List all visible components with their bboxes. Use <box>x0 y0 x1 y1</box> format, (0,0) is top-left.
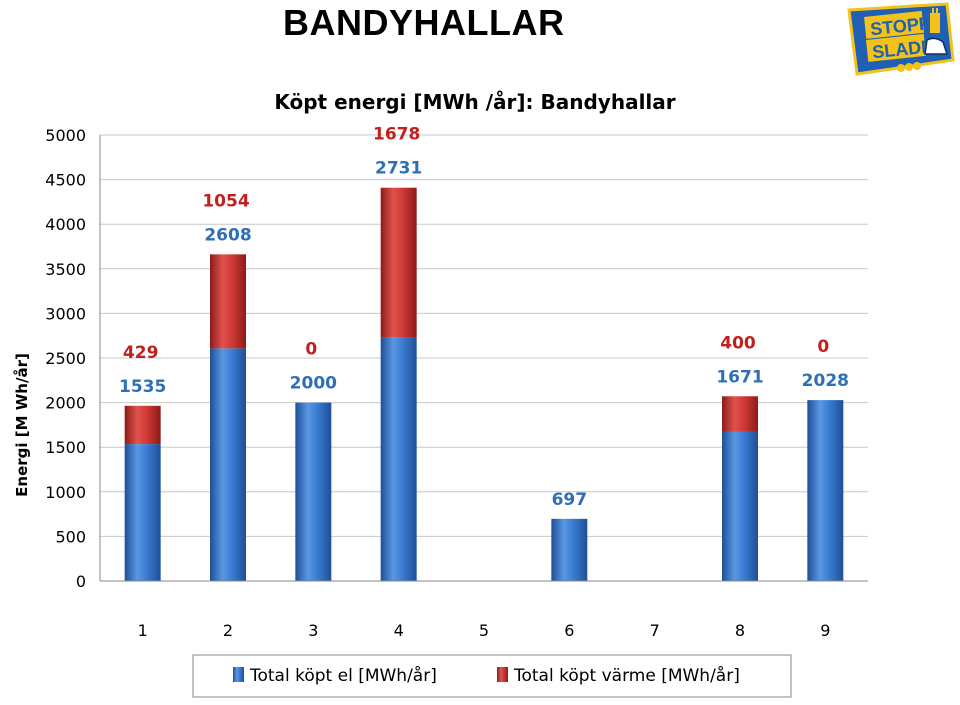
legend-box <box>192 654 792 698</box>
data-label-el-4: 2731 <box>375 159 422 179</box>
data-label-el-6: 697 <box>552 490 588 510</box>
y-tick-label: 1500 <box>45 438 86 457</box>
skate-icon <box>924 37 949 55</box>
data-label-el-9: 2028 <box>802 371 849 391</box>
y-tick-label: 0 <box>76 572 86 591</box>
y-tick-label: 500 <box>55 527 86 546</box>
x-tick-label: 9 <box>820 621 830 640</box>
energy-bar-chart: Köpt energi [MWh /år]: Bandyhallar Energ… <box>13 90 868 698</box>
y-axis-label: Energi [M Wh/år] <box>13 353 31 497</box>
data-label-heat-3: 0 <box>305 340 317 360</box>
y-tick-label: 5000 <box>45 126 86 145</box>
bar-el-4 <box>380 337 417 581</box>
stopp-sladd-logo: STOPP SLADD <box>847 2 955 76</box>
legend-swatch-heat <box>497 667 508 682</box>
y-tick-label: 2500 <box>45 349 86 368</box>
x-tick-label: 4 <box>394 621 404 640</box>
y-tick-label: 3000 <box>45 304 86 323</box>
chart-title: Köpt energi [MWh /år]: Bandyhallar <box>274 90 675 114</box>
y-tick-label: 2000 <box>45 394 86 413</box>
plug-icon <box>930 8 940 33</box>
bar-el-8 <box>722 431 758 581</box>
slide-title: BANDYHALLAR <box>283 2 565 43</box>
data-label-heat-1: 429 <box>123 343 159 363</box>
data-label-heat-4: 1678 <box>373 125 420 145</box>
x-tick-label: 7 <box>650 621 660 640</box>
x-tick-label: 1 <box>138 621 148 640</box>
bar-el-2 <box>210 348 246 581</box>
x-tick-label: 5 <box>479 621 489 640</box>
data-label-el-2: 2608 <box>204 225 251 245</box>
data-label-heat-8: 400 <box>720 333 756 353</box>
y-tick-label: 1000 <box>45 483 86 502</box>
x-tick-label: 8 <box>735 621 745 640</box>
bar-heat-2 <box>210 254 246 349</box>
bar-heat-1 <box>124 405 161 445</box>
data-label-el-8: 1671 <box>716 367 763 387</box>
bar-el-9 <box>807 400 844 581</box>
data-label-heat-2: 1054 <box>202 191 249 211</box>
x-tick-label: 6 <box>564 621 574 640</box>
chart-legend: Total köpt el [MWh/år] Total köpt värme [… <box>192 654 792 698</box>
bar-el-1 <box>124 444 161 581</box>
bar-el-3 <box>295 402 332 581</box>
data-label-el-1: 1535 <box>119 377 166 397</box>
y-tick-label: 4500 <box>45 171 86 190</box>
legend-label-el: Total köpt el [MWh/år] <box>249 665 437 686</box>
y-tick-label: 4000 <box>45 215 86 234</box>
legend-swatch-el <box>233 667 244 682</box>
y-tick-label: 3500 <box>45 260 86 279</box>
chart-area: Köpt energi [MWh /år]: Bandyhallar Energ… <box>0 70 960 705</box>
x-tick-label: 2 <box>223 621 233 640</box>
data-label-heat-9: 0 <box>817 337 829 357</box>
x-tick-label: 3 <box>308 621 318 640</box>
data-label-el-3: 2000 <box>290 374 337 394</box>
bar-el-6 <box>551 518 588 581</box>
legend-label-heat: Total köpt värme [MWh/år] <box>513 665 740 686</box>
bar-heat-4 <box>380 187 417 338</box>
bar-heat-8 <box>722 396 758 432</box>
